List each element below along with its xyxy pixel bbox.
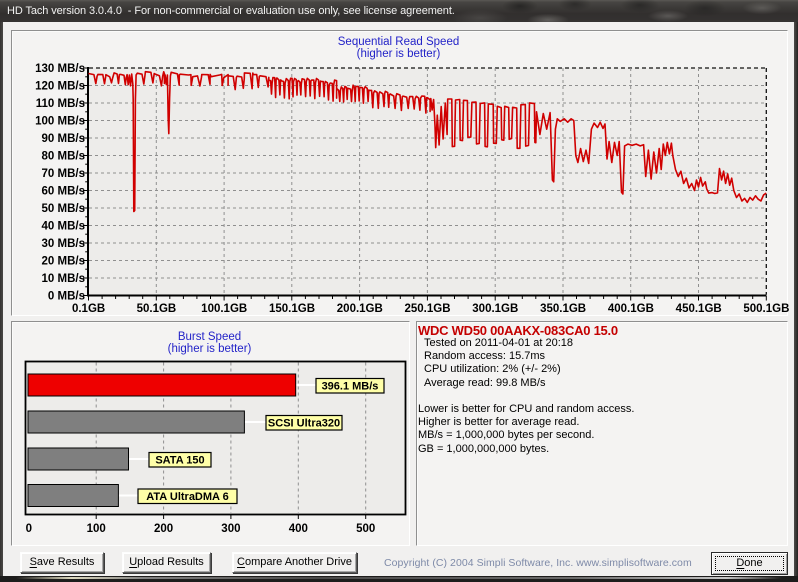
svg-text:SCSI Ultra320: SCSI Ultra320 [268,418,340,430]
svg-text:100 MB/s: 100 MB/s [35,116,85,128]
svg-text:250.1GB: 250.1GB [404,303,450,315]
svg-text:400: 400 [289,523,308,535]
svg-text:150.1GB: 150.1GB [269,303,315,315]
svg-text:20 MB/s: 20 MB/s [42,256,85,268]
svg-text:450.1GB: 450.1GB [676,303,722,315]
svg-text:500.1GB: 500.1GB [743,303,789,315]
svg-text:200.1GB: 200.1GB [337,303,383,315]
svg-text:130 MB/s: 130 MB/s [35,63,85,75]
svg-text:70 MB/s: 70 MB/s [42,168,85,180]
svg-text:30 MB/s: 30 MB/s [42,238,85,250]
svg-text:0: 0 [26,523,32,535]
svg-text:200: 200 [154,523,173,535]
svg-text:SATA 150: SATA 150 [155,455,204,467]
svg-text:10 MB/s: 10 MB/s [42,273,85,285]
svg-text:80 MB/s: 80 MB/s [42,151,85,163]
svg-text:0.1GB: 0.1GB [72,303,105,315]
svg-text:40 MB/s: 40 MB/s [42,221,85,233]
svg-text:396.1 MB/s: 396.1 MB/s [322,381,379,393]
svg-text:120 MB/s: 120 MB/s [35,81,85,93]
svg-text:350.1GB: 350.1GB [540,303,586,315]
svg-text:50 MB/s: 50 MB/s [42,203,85,215]
svg-text:400.1GB: 400.1GB [608,303,654,315]
svg-text:300: 300 [221,523,240,535]
svg-text:0 MB/s: 0 MB/s [48,291,85,303]
svg-text:50.1GB: 50.1GB [137,303,177,315]
svg-text:90 MB/s: 90 MB/s [42,133,85,145]
svg-text:ATA UltraDMA 6: ATA UltraDMA 6 [146,491,229,503]
svg-text:110 MB/s: 110 MB/s [36,98,85,110]
svg-text:300.1GB: 300.1GB [472,303,518,315]
svg-text:60 MB/s: 60 MB/s [42,186,85,198]
svg-text:500: 500 [356,523,375,535]
svg-text:100: 100 [87,523,106,535]
svg-text:100.1GB: 100.1GB [201,303,247,315]
